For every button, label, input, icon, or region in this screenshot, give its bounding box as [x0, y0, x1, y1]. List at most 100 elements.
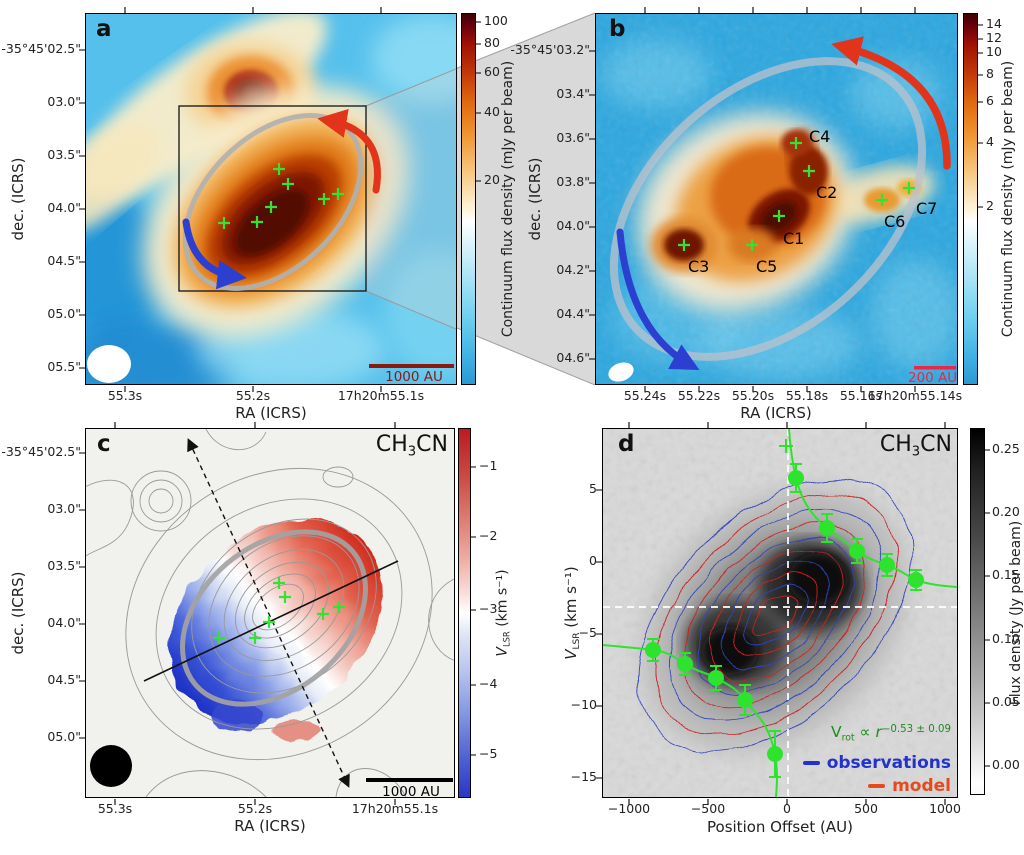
y-tick-label: 04.0" — [47, 615, 81, 630]
y-tick-label: 03.5" — [47, 147, 81, 162]
panel-d-xlabel: Position Offset (AU) — [707, 818, 853, 836]
y-tick-label: 04.2" — [556, 262, 590, 277]
colorbar-d-label: Flux density (Jy per beam) — [1008, 520, 1024, 706]
colorbar-tick-label: 0.25 — [992, 441, 1020, 456]
y-tick-label: 04.6" — [556, 350, 590, 365]
panel-c-velocity-map: 1000 AU — [85, 428, 455, 798]
colorbar-tick-label: 0.20 — [992, 504, 1020, 519]
colorbar-tick-label: 100 — [484, 13, 508, 28]
panel-letter-a: a — [96, 16, 112, 42]
x-tick-label: 55.2s — [235, 388, 271, 403]
y-tick-label: 5 — [589, 481, 597, 496]
y-tick-label: 03.5" — [47, 558, 81, 573]
colorbar-tick-label: 0.00 — [992, 757, 1020, 772]
colorbar-a — [461, 13, 476, 385]
colorbar-tick-label: 0.15 — [992, 567, 1020, 582]
x-tick-label: 55.3s — [107, 388, 143, 403]
panel-a-xlabel: RA (ICRS) — [235, 404, 307, 422]
scalebar-line — [366, 778, 453, 782]
colorbar-tick-label: −4 — [479, 676, 498, 691]
colorbar-tick-label: 8 — [986, 66, 994, 81]
x-tick-label: 55.3s — [97, 801, 133, 816]
y-tick-label: 03.6" — [556, 130, 590, 145]
y-tick-label: -35°45'03.2" — [510, 42, 590, 57]
colorbar-tick-label: −2 — [479, 528, 498, 543]
legend-observations: observations — [751, 753, 951, 773]
colorbar-b — [963, 13, 978, 385]
panel-b-continuum-zoom-map: C1 C2 C3 C4 C5 C6 C7 200 AU — [595, 13, 958, 385]
panel-letter-b: b — [609, 16, 626, 42]
y-tick-label: 04.0" — [47, 200, 81, 215]
panel-b-xlabel: RA (ICRS) — [740, 404, 812, 422]
y-tick-label: -35°45'02.5" — [1, 444, 81, 459]
colorbar-a-label: Continuum flux density (mJy per beam) — [500, 60, 516, 338]
colorbar-c-label: VLSR (km s⁻¹) — [494, 569, 512, 657]
panel-c-xlabel: RA (ICRS) — [234, 817, 306, 835]
x-tick-label: 55.24s — [623, 388, 667, 403]
panel-a-ylabel: dec. (ICRS) — [9, 157, 27, 241]
panel-letter-c: c — [97, 431, 111, 457]
x-tick-label: 17h20m55.1s — [351, 801, 439, 816]
x-tick-label: 17h20m55.14s — [867, 388, 963, 403]
colorbar-tick-label: −1 — [479, 458, 498, 473]
y-tick-label: −15 — [570, 769, 597, 784]
colorbar-tick-label: 60 — [484, 64, 500, 79]
y-tick-label: 05.5" — [47, 359, 81, 374]
panel-d-ylabel: VLSR (km s⁻¹) — [561, 566, 583, 660]
core-label-c4: C4 — [809, 127, 831, 146]
y-tick-label: 03.4" — [556, 86, 590, 101]
panel-c-ylabel: dec. (ICRS) — [9, 571, 27, 655]
x-tick-label: 0 — [783, 801, 791, 816]
colorbar-tick-label: 0.05 — [992, 694, 1020, 709]
y-tick-label: 05.0" — [47, 729, 81, 744]
x-tick-label: −500 — [690, 801, 726, 816]
core-label-c2: C2 — [816, 183, 838, 202]
y-tick-label: 04.5" — [47, 672, 81, 687]
x-tick-label: 55.2s — [237, 801, 273, 816]
y-tick-label: 05.0" — [47, 306, 81, 321]
legend-model: model — [751, 776, 951, 796]
legend-observations-swatch — [802, 761, 820, 765]
y-tick-label: 03.0" — [47, 94, 81, 109]
colorbar-tick-label: 4 — [986, 134, 994, 149]
x-tick-label: 500 — [854, 801, 878, 816]
scalebar-label: 1000 AU — [382, 784, 440, 798]
colorbar-tick-label: 10 — [986, 44, 1002, 59]
colorbar-tick-label: 0.10 — [992, 631, 1020, 646]
colorbar-c — [458, 428, 471, 798]
y-tick-label: −10 — [570, 697, 597, 712]
colorbar-b-label: Continuum flux density (mJy per beam) — [1000, 60, 1016, 338]
panel-a-image — [86, 14, 456, 384]
panel-c-image — [86, 429, 454, 797]
y-tick-label: -35°45'02.5" — [1, 41, 81, 56]
y-tick-label: 04.4" — [556, 306, 590, 321]
y-tick-label: 04.5" — [47, 253, 81, 268]
colorbar-tick-label: 2 — [986, 198, 994, 213]
y-tick-label: 03.0" — [47, 501, 81, 516]
colorbar-tick-label: −5 — [479, 746, 498, 761]
x-tick-label: −1000 — [607, 801, 651, 816]
panel-c-molecule-label: CH3CN — [375, 432, 448, 460]
panel-letter-d: d — [618, 431, 635, 457]
colorbar-tick-label: 40 — [484, 104, 500, 119]
panel-b-image — [596, 14, 957, 384]
beam-ellipse — [90, 745, 132, 787]
x-tick-label: 55.18s — [785, 388, 829, 403]
x-tick-label: 1000 — [929, 801, 961, 816]
rotation-fit-annotation: Vrot ∝ r−0.53 ± 0.09 — [830, 723, 951, 744]
scalebar-label: 1000 AU — [385, 369, 443, 385]
connector-tint — [366, 69, 456, 329]
x-tick-label: 55.20s — [731, 388, 775, 403]
panel-d-molecule-label: CH3CN — [879, 432, 952, 460]
scalebar-line — [369, 364, 454, 368]
beam-ellipse — [87, 345, 131, 383]
panel-d-pv-diagram: Vrot ∝ r−0.53 ± 0.09 observations model — [602, 428, 958, 798]
core-label-c7: C7 — [916, 199, 938, 218]
panel-a-continuum-map: 1000 AU — [85, 13, 457, 385]
colorbar-tick-label: 6 — [986, 93, 994, 108]
core-label-c1: C1 — [783, 229, 805, 248]
legend-model-swatch — [868, 784, 886, 788]
core-label-c3: C3 — [688, 257, 710, 276]
x-tick-label: 55.22s — [677, 388, 721, 403]
